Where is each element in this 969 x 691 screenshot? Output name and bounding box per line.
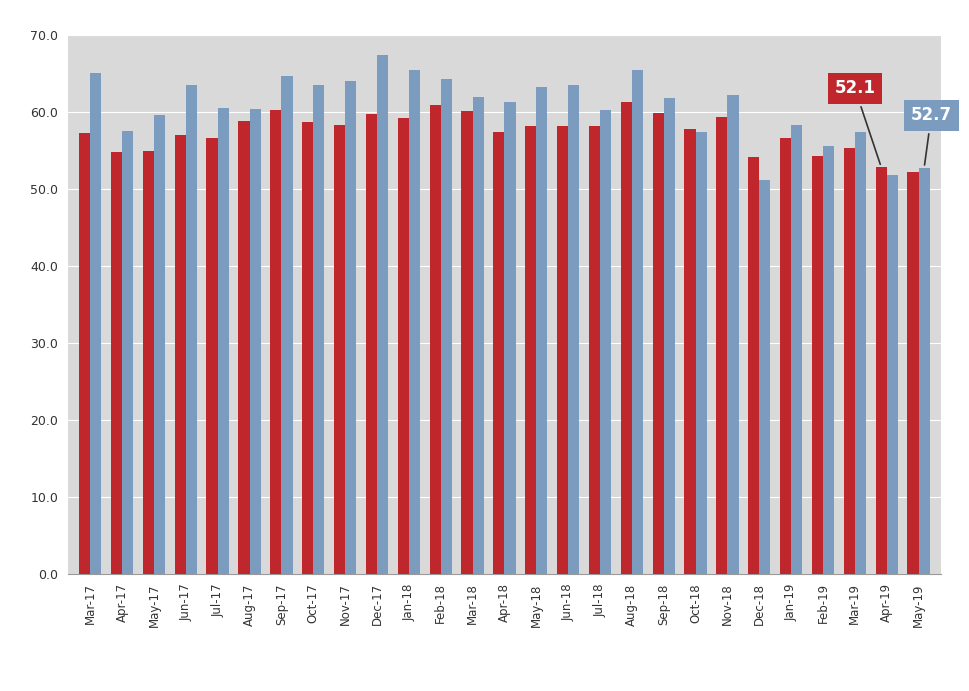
Bar: [174, 135, 186, 574]
Bar: [78, 133, 90, 574]
Text: Chart created by MIQ Logistics, a company of Noatum Logistics, on 06/03/19. Sour: Chart created by MIQ Logistics, a compan…: [10, 656, 969, 685]
Bar: [524, 126, 536, 574]
Bar: [249, 109, 261, 574]
Bar: [695, 131, 706, 574]
Bar: [822, 146, 833, 574]
Bar: [472, 97, 484, 574]
Bar: [791, 125, 801, 574]
Bar: [90, 73, 101, 574]
Bar: [493, 133, 504, 574]
Bar: [365, 114, 377, 574]
Bar: [110, 151, 122, 574]
Bar: [631, 70, 642, 574]
Bar: [122, 131, 133, 574]
Bar: [345, 81, 356, 574]
Bar: [397, 118, 408, 574]
Bar: [154, 115, 165, 574]
Bar: [408, 70, 420, 574]
Bar: [663, 97, 674, 574]
Bar: [301, 122, 313, 574]
Bar: [440, 79, 452, 574]
Bar: [270, 110, 281, 574]
Bar: [281, 76, 293, 574]
Bar: [429, 106, 440, 574]
Bar: [759, 180, 769, 574]
Bar: [886, 176, 897, 574]
Bar: [727, 95, 737, 574]
Bar: [536, 87, 547, 574]
Bar: [313, 86, 324, 574]
Bar: [875, 167, 886, 574]
Bar: [854, 133, 865, 574]
Bar: [206, 138, 217, 574]
Bar: [715, 117, 727, 574]
Text: 52.1: 52.1: [833, 79, 880, 164]
Bar: [620, 102, 631, 574]
Bar: [652, 113, 663, 574]
Bar: [333, 125, 345, 574]
Bar: [142, 151, 154, 574]
Bar: [588, 126, 600, 574]
Bar: [684, 129, 695, 574]
Bar: [747, 157, 759, 574]
Bar: [907, 172, 918, 574]
Bar: [568, 84, 578, 574]
Bar: [779, 138, 791, 574]
Text: 52.7: 52.7: [910, 106, 951, 165]
Bar: [556, 126, 568, 574]
Bar: [600, 110, 610, 574]
Bar: [918, 168, 929, 574]
Bar: [811, 156, 822, 574]
Bar: [843, 148, 854, 574]
Bar: [377, 55, 388, 574]
Bar: [186, 84, 197, 574]
Bar: [461, 111, 472, 574]
Bar: [238, 121, 249, 574]
Bar: [504, 102, 515, 574]
Bar: [217, 108, 229, 574]
